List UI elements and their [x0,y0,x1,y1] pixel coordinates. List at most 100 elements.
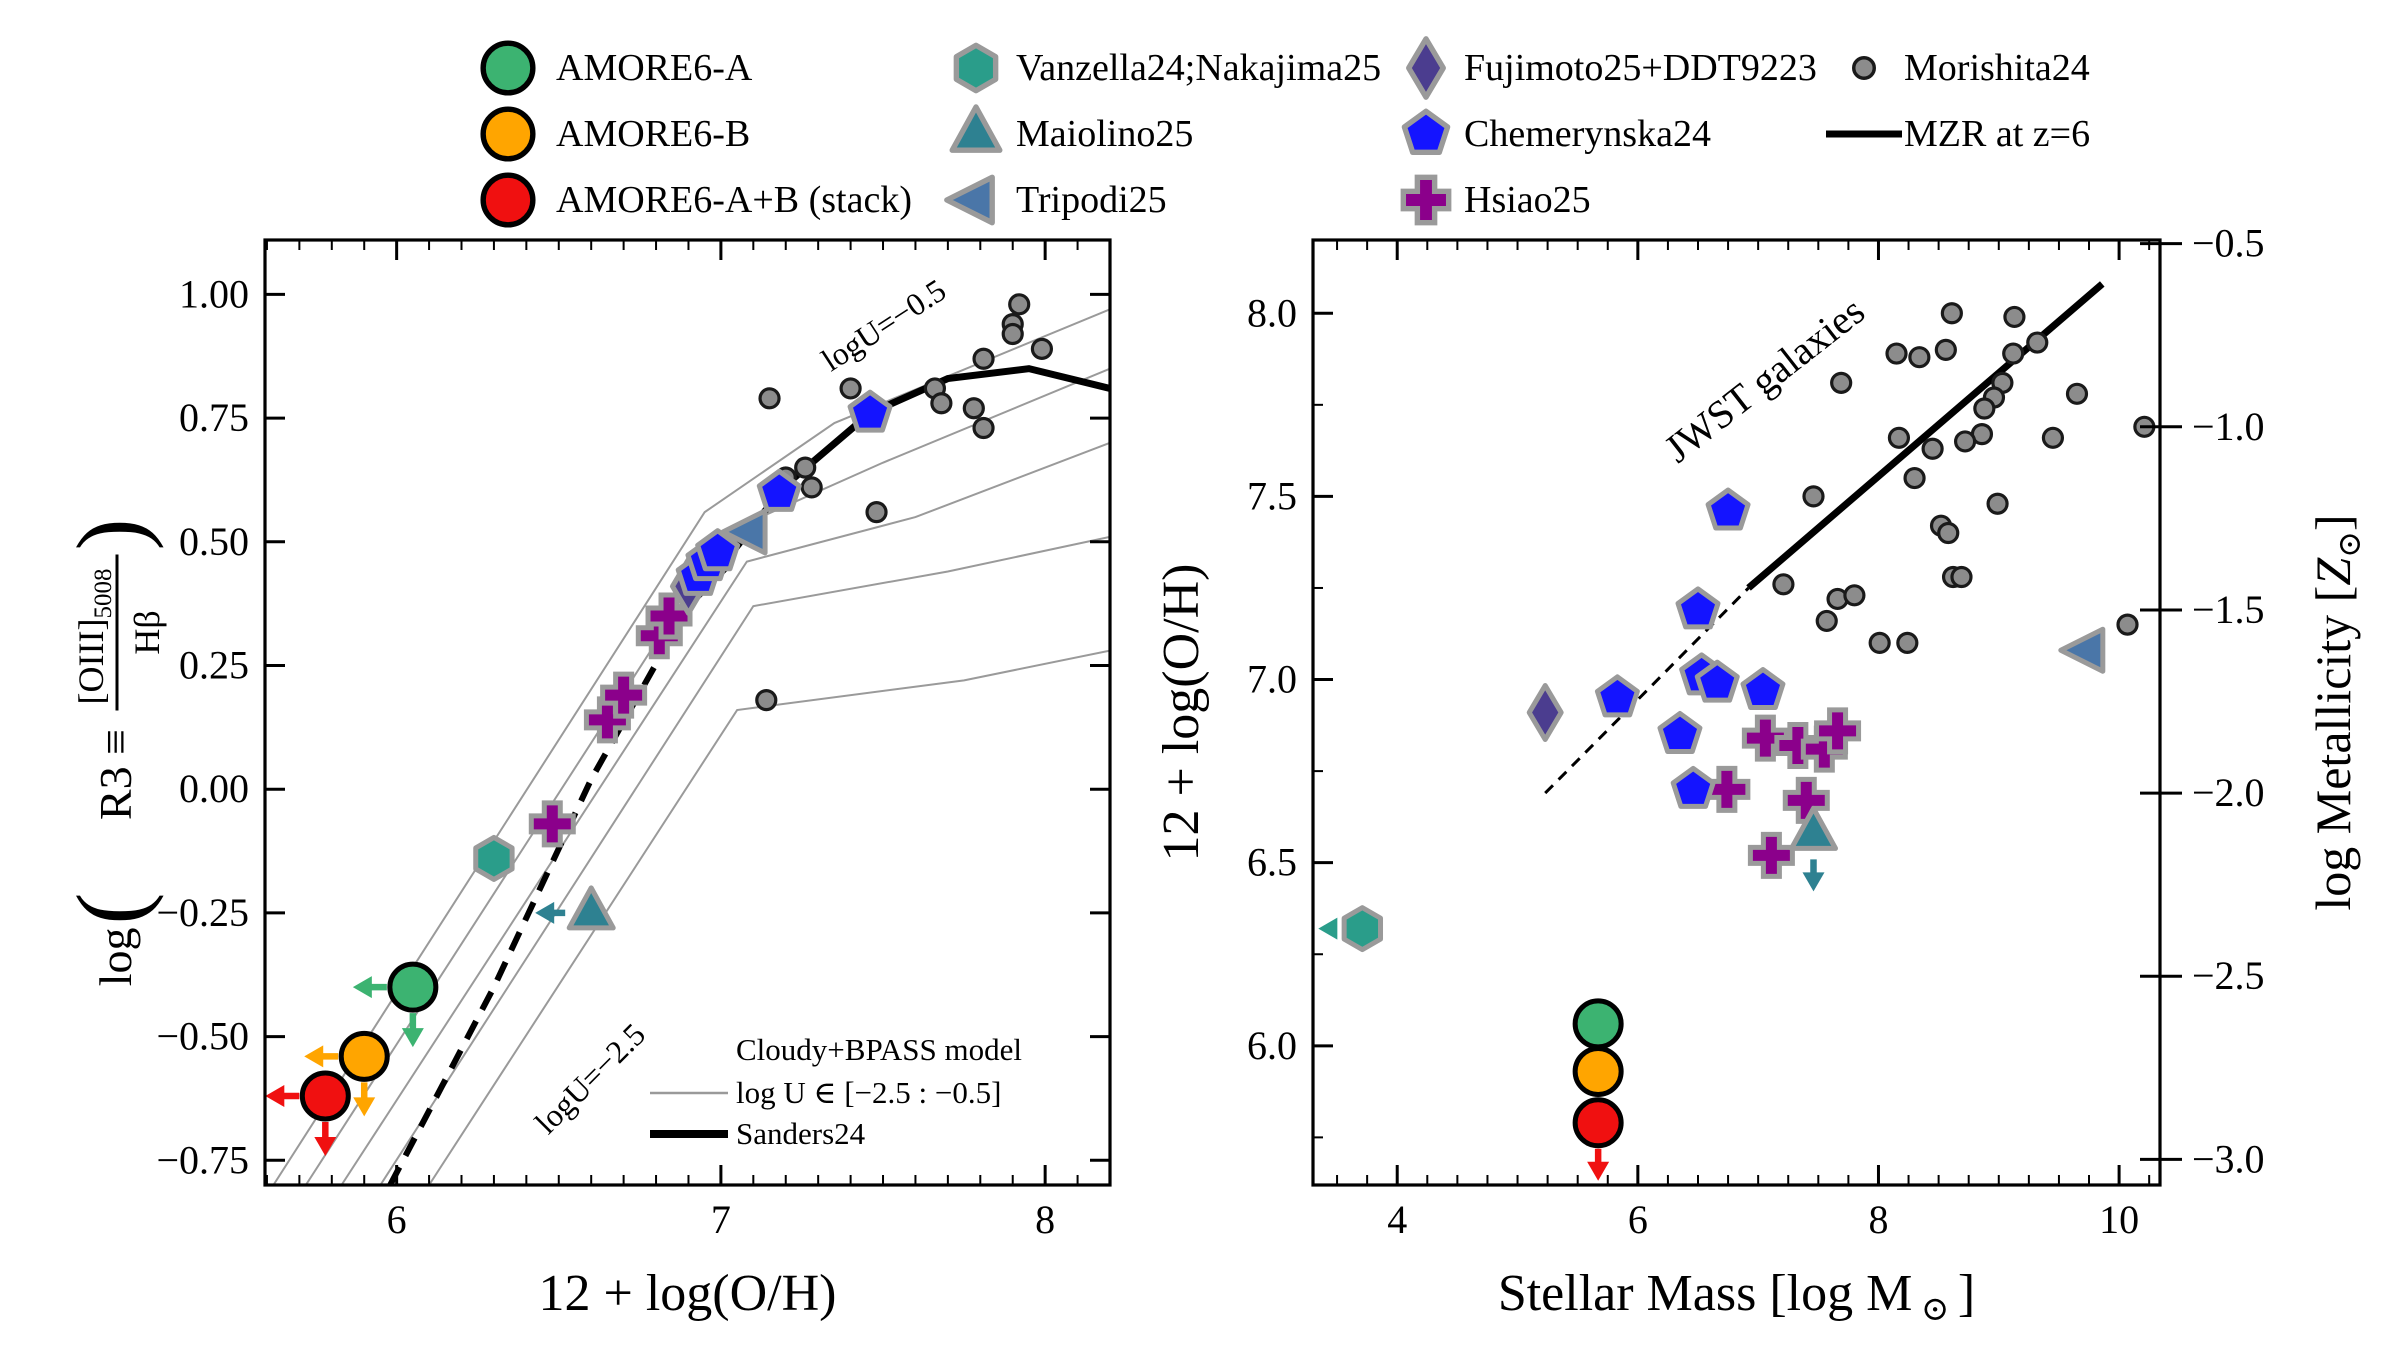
morishita24-legend-marker [1852,56,1876,80]
y-tick-label: 1.00 [179,271,249,316]
cloudy-bpass-logu-2-0-line [379,535,1110,1185]
hsiao25-marker [645,592,693,640]
hsiao25-series [1703,707,1862,879]
chemerynska24-marker [1657,710,1703,754]
amore6-a-b-stack-down-limit-arrow-head [314,1136,337,1156]
vanzella24-nakajima25-legend-marker [953,42,999,94]
amore6-b-series [304,1030,390,1117]
chemerynska24-marker [695,528,741,572]
maiolino25-legend-marker [949,104,1003,153]
legend-item-vanzella24-nakajima25: Vanzella24;Nakajima25 [953,42,1381,94]
morishita24-marker [1950,565,1973,589]
legend-item-mzr-at-z-6: MZR at z=6 [1826,113,2090,155]
morishita24-marker [1830,371,1853,394]
metallicity-tick-label: −3.0 [2192,1136,2265,1181]
amore6-a-series [1572,998,1624,1050]
maiolino25-down-limit-arrow-head [1802,872,1825,892]
y-tick-label: −0.75 [156,1137,249,1182]
amore6-a-b-stack-marker [299,1070,351,1122]
morishita24-marker [1030,337,1054,360]
vanzella24-nakajima25-series [473,834,515,882]
legend-item-hsiao25: Hsiao25 [1400,174,1591,226]
y-title-numerator: [OIII]5008 [71,569,117,705]
amore6-b-down-limit-arrow-head [353,1097,376,1117]
morishita24-marker [2116,613,2139,636]
morishita24-marker [930,392,953,415]
morishita24-marker [1953,430,1977,453]
maiolino25-left-limit-arrow-head [535,901,555,924]
morishita24-marker [2026,331,2049,354]
amore6-a-b-stack-left-limit-arrow-head [265,1084,285,1107]
maiolino25-series [535,885,616,931]
morishita24-marker [1887,426,1911,449]
x-axis-title: 12 + log(O/H) [539,1265,837,1322]
r3-vs-oh-panel-ticks [265,240,1110,1185]
chemerynska24-marker [1670,765,1716,809]
morishita24-marker [865,501,888,524]
legend-item-amore6-a-b-stack: AMORE6-A+B (stack) [480,172,912,228]
legend-label-mzr-at-z-6: MZR at z=6 [1904,113,2090,155]
legend-label-maiolino25: Maiolino25 [1016,113,1193,155]
y-title-denominator: Hβ [127,610,167,654]
maiolino25-marker [1789,805,1838,851]
chemerynska24-marker [1594,674,1640,718]
hsiao25-marker [583,696,631,744]
morishita24-marker [2003,305,2026,329]
morishita24-marker [972,416,995,440]
amore6-a-b-stack-legend-marker [480,172,536,228]
morishita24-marker [1903,466,1926,490]
amore6-a-b-stack-series [265,1070,351,1156]
metallicity-tick-label: −2.5 [2192,953,2265,998]
hsiao25-marker [1782,776,1830,824]
chemerynska24-marker [1740,667,1786,711]
amore6-b-left-limit-arrow-head [304,1045,324,1068]
vanzella24-nakajima25-left-limit-arrow-head [1318,917,1338,940]
x-tick-label: 10 [2099,1197,2139,1242]
morishita24-marker [1986,492,2009,515]
tripodi25-series [2058,626,2106,674]
morishita24-marker [1973,397,1996,420]
hsiao25-marker [1703,765,1751,813]
morishita24-marker [1921,437,1944,460]
legend-label-chemerynska24: Chemerynska24 [1464,113,1711,155]
morishita24-marker [962,397,985,420]
cloudy-bpass-logu-1-0-line [305,367,1110,1185]
fujimoto25-ddt9223-series [1526,683,1564,742]
legend-item-amore6-a: AMORE6-A [480,40,753,96]
y-title-r3: R3 ≡ [90,729,141,820]
legend-label-fujimoto25-ddt9223: Fujimoto25+DDT9223 [1464,47,1817,89]
amore6-b-series [1572,1045,1624,1097]
y-tick-label: −0.50 [156,1014,249,1059]
hsiao25-marker [1747,831,1795,879]
logu-2-5-annotation: logU=−2.5 [528,1016,653,1141]
tripodi25-marker [720,508,768,556]
amore6-a-legend-marker [480,40,536,96]
hsiao25-series [528,592,693,848]
x-tick-label: 6 [387,1197,407,1242]
morishita24-marker [1815,609,1838,633]
amore6-a-b-stack-series [1572,1097,1624,1181]
chemerynska24-marker [1705,487,1751,531]
metallicity-tick-label: −2.0 [2192,770,2265,815]
amore6-a-down-limit-arrow-head [401,1028,424,1048]
y-tick-label: −0.25 [156,890,249,935]
morishita24-marker [794,456,817,479]
morishita24-marker [1001,322,1024,346]
x-tick-label: 8 [1868,1197,1888,1242]
x-tick-label: 8 [1035,1197,1055,1242]
fujimoto25-ddt9223-marker [1526,683,1564,742]
morishita24-marker [2041,426,2065,449]
metallicity-tick-label: −1.5 [2192,587,2265,632]
hsiao25-legend-marker [1400,174,1452,226]
y-tick-label: 7.0 [1247,657,1297,702]
chemerynska24-series [675,389,893,596]
amore6-b-legend-marker [480,106,536,162]
inner-legend-label-sanders24: Sanders24 [736,1116,866,1151]
logu-0-5-annotation: logU=−0.5 [815,272,952,378]
morishita24-marker [839,377,862,400]
morishita24-marker [800,476,823,499]
morishita24-marker [2002,342,2025,365]
y-tick-label: 7.5 [1247,473,1297,518]
